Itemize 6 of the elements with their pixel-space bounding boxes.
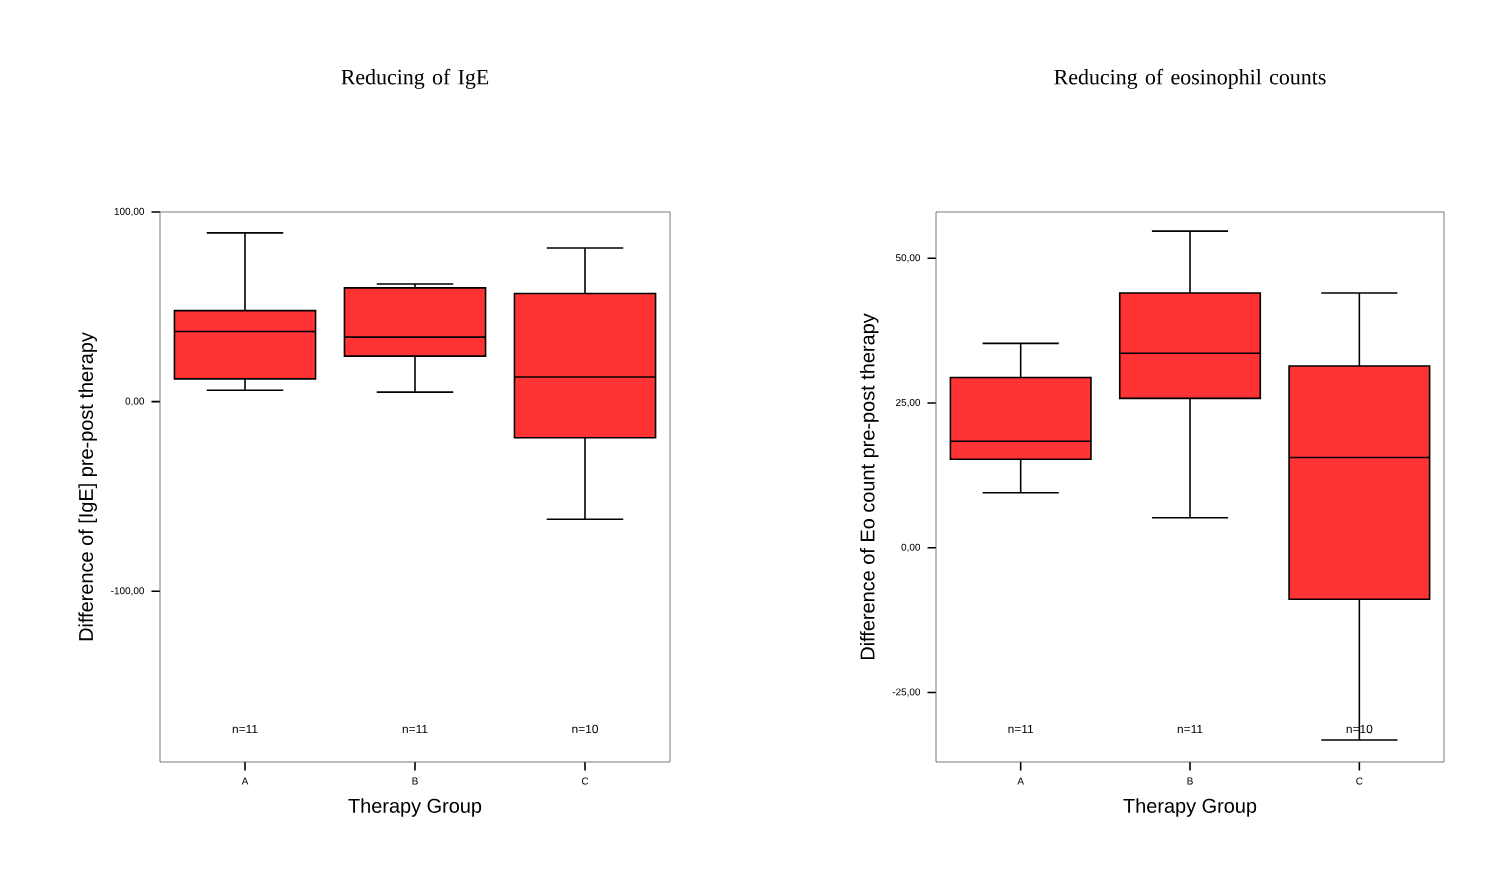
chart-title: Reducing of IgE <box>341 68 489 89</box>
x-axis-title: Therapy Group <box>348 798 482 817</box>
chart-title: Reducing of eosinophil counts <box>1054 68 1326 89</box>
y-axis-title: Difference of [IgE] pre-post therapy <box>78 332 97 641</box>
x-axis-title: Therapy Group <box>1123 798 1257 817</box>
y-axis-title: Difference of Eo count pre-post therapy <box>859 313 879 660</box>
